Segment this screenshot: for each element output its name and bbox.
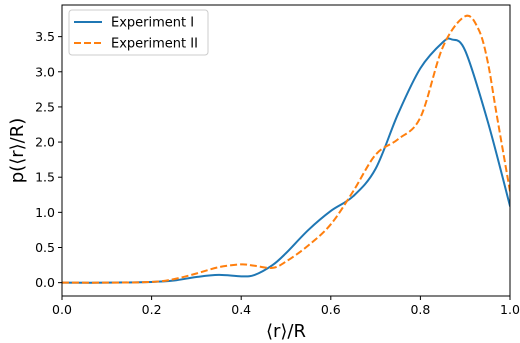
x-axis: 0.0 0.2 0.4 0.6 0.8 1.0 — [52, 296, 520, 317]
y-axis: 0.0 0.5 1.0 1.5 2.0 2.5 3.0 3.5 — [35, 29, 62, 290]
y-tick-label: 0.5 — [35, 240, 55, 255]
x-tick-label: 1.0 — [500, 302, 520, 317]
legend-box — [68, 9, 209, 56]
legend-label: Experiment I — [111, 16, 194, 31]
series-line-1 — [62, 37, 510, 284]
y-axis-label: p(⟨r⟩/R) — [7, 118, 28, 184]
y-tick-label: 1.5 — [35, 170, 55, 185]
legend: Experiment I Experiment II — [68, 9, 209, 56]
x-tick-label: 0.2 — [142, 302, 162, 317]
y-tick-label: 3.5 — [35, 29, 55, 44]
y-tick-label: 3.0 — [35, 64, 55, 79]
x-tick-label: 0.6 — [321, 302, 341, 317]
series-line-2 — [62, 14, 510, 284]
y-tick-label: 2.0 — [35, 135, 55, 150]
x-axis-label: ⟨r⟩/R — [266, 321, 306, 342]
y-tick-label: 2.5 — [35, 99, 55, 114]
x-tick-label: 0.8 — [410, 302, 430, 317]
x-tick-label: 0.4 — [231, 302, 251, 317]
y-tick-label: 0.0 — [35, 275, 55, 290]
series-lines — [62, 14, 510, 284]
y-tick-label: 1.0 — [35, 205, 55, 220]
legend-label: Experiment II — [111, 37, 198, 52]
plot-frame — [61, 4, 511, 297]
x-tick-label: 0.0 — [52, 302, 72, 317]
